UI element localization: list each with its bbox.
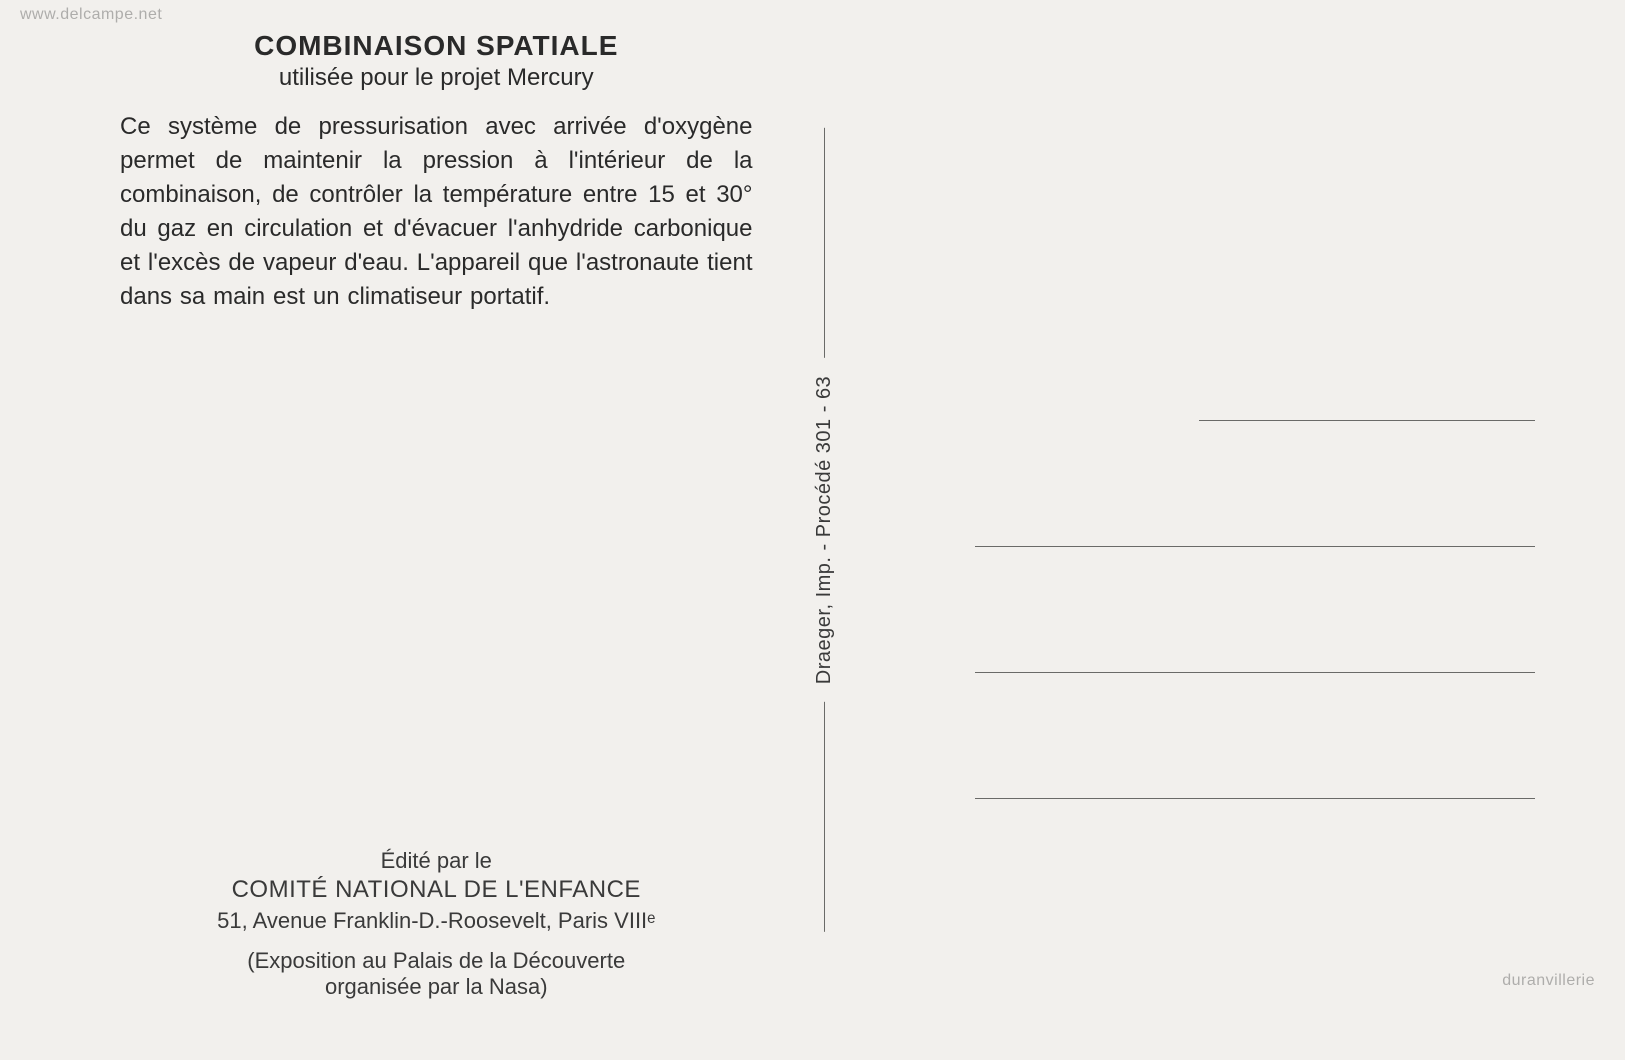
center-divider: Draeger, Imp. - Procédé 301 - 63 — [813, 128, 836, 932]
postcard: COMBINAISON SPATIALE utilisée pour le pr… — [0, 0, 1625, 1060]
divider-segment-top — [824, 128, 825, 358]
divider-segment-bottom — [824, 702, 825, 932]
address-line-3 — [975, 672, 1535, 673]
body-text: Ce système de pressurisation avec arrivé… — [120, 110, 753, 314]
left-panel: COMBINAISON SPATIALE utilisée pour le pr… — [0, 0, 813, 1060]
publisher-intro: Édité par le — [120, 848, 753, 874]
address-line-2 — [975, 546, 1535, 547]
watermark-bottom: duranvillerie — [1502, 972, 1595, 990]
subtitle: utilisée pour le projet Mercury — [120, 64, 753, 92]
right-panel: Draeger, Imp. - Procédé 301 - 63 — [813, 0, 1625, 1060]
publisher-note-2: organisée par la Nasa) — [120, 974, 753, 1000]
text-block: COMBINAISON SPATIALE utilisée pour le pr… — [120, 30, 753, 314]
printer-credit: Draeger, Imp. - Procédé 301 - 63 — [813, 376, 836, 684]
publisher-block: Édité par le COMITÉ NATIONAL DE L'ENFANC… — [120, 848, 753, 1000]
watermark-top: www.delcampe.net — [20, 6, 162, 24]
title-block: COMBINAISON SPATIALE utilisée pour le pr… — [120, 30, 753, 92]
publisher-note-1: (Exposition au Palais de la Découverte — [120, 948, 753, 974]
title: COMBINAISON SPATIALE — [120, 30, 753, 62]
address-lines — [975, 420, 1535, 799]
publisher-address: 51, Avenue Franklin-D.-Roosevelt, Paris … — [120, 908, 753, 934]
publisher-name: COMITÉ NATIONAL DE L'ENFANCE — [120, 876, 753, 904]
address-line-4 — [975, 798, 1535, 799]
address-line-1 — [1199, 420, 1535, 421]
